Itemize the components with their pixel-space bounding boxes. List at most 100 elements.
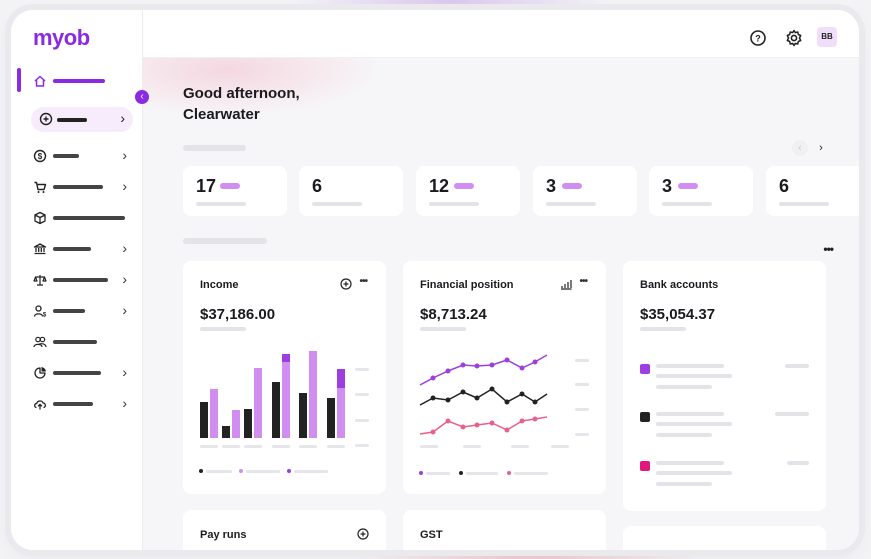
bank-accounts-card[interactable]: Bank accounts $35,054.37 (623, 261, 826, 511)
stat-pill (678, 183, 698, 189)
bank-icon (33, 243, 47, 255)
greeting-line-1: Good afternoon, (183, 85, 300, 102)
chart-bar (232, 410, 240, 438)
help-icon[interactable]: ? (749, 29, 767, 47)
more-options-icon[interactable]: ••• (579, 276, 587, 287)
card-title: Income (200, 279, 239, 291)
upload-icon (34, 400, 46, 410)
stat-pill (562, 183, 582, 189)
income-card[interactable]: Income ••• $37,186.00 (183, 261, 386, 494)
account-color-swatch (640, 412, 650, 422)
stat-value: 3 (662, 176, 673, 196)
stat-card[interactable]: 6 (766, 166, 859, 216)
legend-dot (507, 471, 511, 475)
stat-card[interactable]: 12 (416, 166, 520, 216)
sidebar-item-integrations[interactable]: › (11, 393, 143, 415)
legend-label-placeholder (514, 472, 548, 475)
axis-tick-placeholder (272, 445, 290, 448)
financial-position-card[interactable]: Financial position ••• $8,713.24 (403, 261, 606, 494)
user-avatar[interactable]: BB (817, 27, 837, 47)
stat-card[interactable]: 3 (649, 166, 753, 216)
account-detail-placeholder (656, 433, 712, 437)
card-amount: $35,054.37 (640, 306, 716, 323)
sidebar-item-home[interactable] (11, 70, 143, 92)
pager-next-button[interactable]: › (819, 142, 823, 154)
stat-card[interactable]: 17 (183, 166, 287, 216)
chart-series-line (419, 388, 548, 406)
sidebar-item-label (53, 247, 91, 251)
sidebar-item-banking[interactable]: › (11, 238, 143, 260)
account-detail-placeholder (656, 374, 732, 378)
pager-prev-button[interactable]: ‹ (792, 140, 808, 156)
chart-bar (222, 426, 230, 438)
stat-card[interactable]: 6 (299, 166, 403, 216)
svg-text:$: $ (38, 152, 43, 161)
sidebar-item-contacts[interactable] (11, 331, 143, 353)
chart-bar (254, 368, 262, 438)
stat-value: 6 (312, 176, 323, 196)
legend-label-placeholder (294, 470, 328, 473)
card-amount: $37,186.00 (200, 306, 276, 323)
sidebar-item-accounting[interactable]: › (11, 269, 143, 291)
sidebar-item-sales[interactable]: $ › (11, 145, 143, 167)
stat-value: 3 (546, 176, 557, 196)
create-button-label (57, 118, 87, 122)
sidebar: myob › $ › › › (11, 10, 143, 550)
pay-runs-card[interactable]: Pay runs (183, 510, 386, 550)
account-name-placeholder (656, 461, 724, 465)
main-content: Good afternoon, Clearwater ‹ › 17 6 12 3… (143, 58, 859, 550)
chart-bar (244, 409, 252, 438)
legend-label-placeholder (426, 472, 450, 475)
dashboard-card[interactable] (623, 526, 826, 550)
chart-bar (299, 393, 307, 438)
axis-tick-placeholder (575, 433, 589, 436)
sidebar-item-label (53, 79, 105, 83)
settings-gear-icon[interactable] (785, 29, 803, 47)
stat-label-placeholder (196, 202, 246, 206)
axis-tick-placeholder (575, 359, 589, 362)
sidebar-item-payroll[interactable]: $ › (11, 300, 143, 322)
svg-text:$: $ (43, 313, 47, 319)
collapse-sidebar-button[interactable]: ‹ (135, 90, 149, 104)
section-label-placeholder (183, 145, 246, 151)
cart-icon (34, 181, 47, 193)
chart-bar (337, 387, 345, 438)
axis-tick-placeholder (200, 445, 218, 448)
create-button[interactable]: › (31, 107, 133, 132)
myob-logo[interactable]: myob (33, 25, 90, 50)
legend-dot (419, 471, 423, 475)
card-title: Bank accounts (640, 279, 719, 291)
more-options-button[interactable]: ••• (823, 242, 834, 256)
chart-bar (282, 354, 290, 362)
add-icon[interactable] (357, 528, 369, 540)
more-options-icon[interactable]: ••• (359, 276, 367, 287)
legend-dot (239, 469, 243, 473)
sidebar-item-purchases[interactable]: › (11, 176, 143, 198)
chart-bar (282, 361, 290, 438)
amount-caption-placeholder (420, 327, 466, 331)
dollar-icon: $ (33, 149, 47, 163)
svg-text:?: ? (755, 34, 761, 44)
stat-card[interactable]: 3 (533, 166, 637, 216)
sidebar-item-label (53, 309, 85, 313)
sidebar-item-inventory[interactable] (11, 207, 143, 229)
top-bar: ? BB (143, 10, 859, 58)
stat-pill (220, 183, 240, 189)
financial-line-chart (419, 354, 589, 475)
chart-series-line (419, 354, 548, 386)
stat-value: 12 (429, 176, 450, 196)
sidebar-item-reports[interactable]: › (11, 362, 143, 384)
sidebar-item-label (53, 402, 93, 406)
axis-tick-placeholder (420, 445, 438, 448)
greeting-line-2: Clearwater (183, 106, 260, 123)
active-indicator (17, 68, 21, 92)
add-icon[interactable] (340, 278, 352, 290)
legend-dot (287, 469, 291, 473)
gst-card[interactable]: GST (403, 510, 606, 550)
legend-dot (199, 469, 203, 473)
bar-chart-icon[interactable] (560, 278, 572, 290)
account-balance-placeholder (785, 364, 809, 368)
axis-tick-placeholder (551, 445, 569, 448)
chart-bar (327, 398, 335, 438)
stat-label-placeholder (312, 202, 362, 206)
